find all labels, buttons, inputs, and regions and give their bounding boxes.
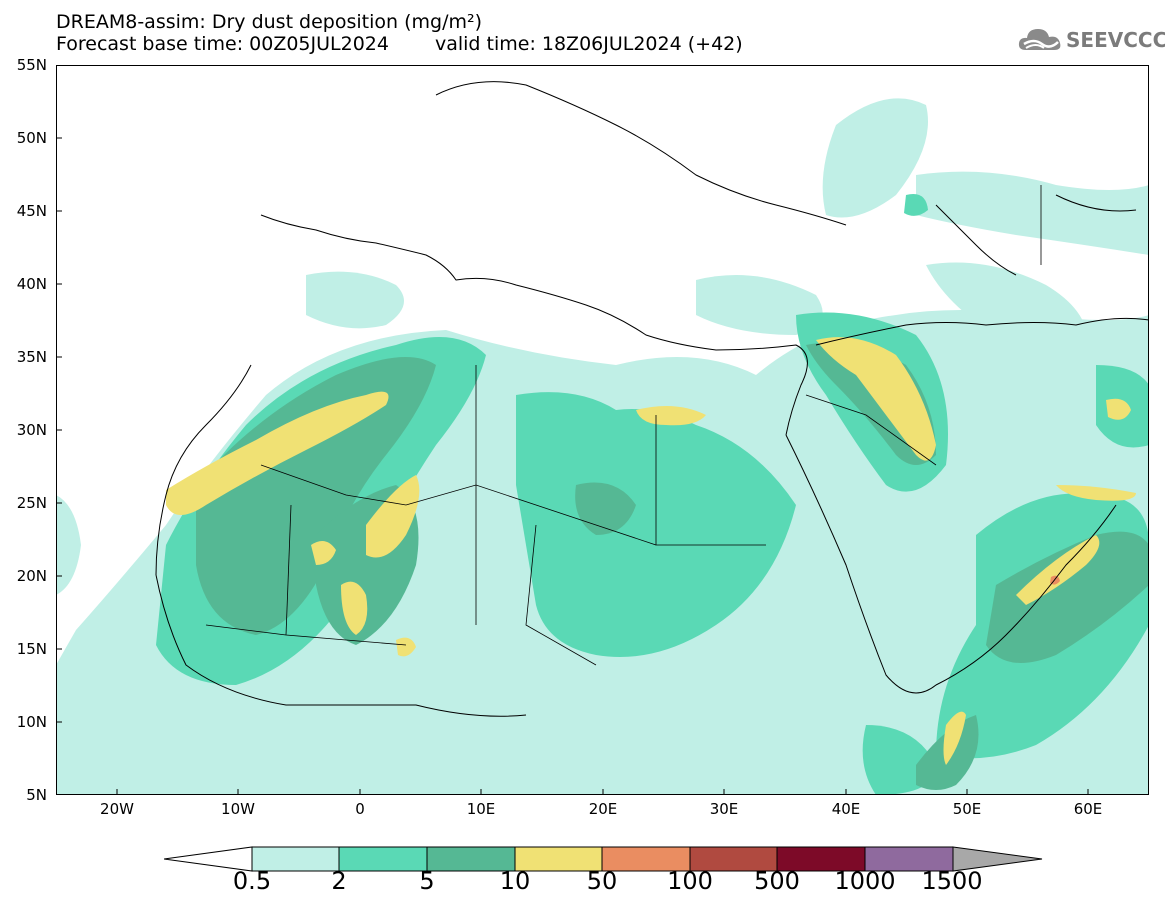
colorbar-label-5: 5 [419,867,435,895]
colorbar-segment-10 [514,846,603,872]
lat-label-10n: 10N [16,713,47,731]
colorbar-label-1500: 1500 [921,867,983,895]
lon-label-10e: 10E [466,800,496,818]
colorbar-segment-1000 [864,846,954,872]
colorbar-high-arrow [952,846,1043,872]
lon-label-50e: 50E [952,800,982,818]
country-borders [205,185,1042,666]
lat-label-50n: 50N [16,129,47,147]
axis-ticks [56,65,1089,795]
colorbar-label-1000: 1000 [834,867,896,895]
colorbar-label-50: 50 [586,867,618,895]
lat-label-5n: 5N [26,786,47,804]
time-line: Forecast base time: 00Z05JUL2024 valid ti… [56,33,743,55]
lon-label-20e: 20E [588,800,618,818]
map-canvas [56,65,1149,795]
lon-label-30e: 30E [709,800,739,818]
lon-label-0: 0 [355,800,365,818]
lat-label-30n: 30N [16,421,47,439]
seevccc-logo: SEEVCCC [1018,24,1165,58]
colorbar-segment-50 [601,846,691,872]
cloud-logo-icon [1018,29,1061,50]
colorbar-label-0-5: 0.5 [232,867,272,895]
colorbar [163,846,1044,876]
lat-label-25n: 25N [16,494,47,512]
coastlines [155,81,1149,717]
valid-time: valid time: 18Z06JUL2024 (+42) [434,33,743,55]
lat-label-20n: 20N [16,567,47,585]
colorbar-graphic [163,846,1043,872]
colorbar-label-10: 10 [499,867,531,895]
lat-label-45n: 45N [16,202,47,220]
colorbar-segment-500 [776,846,866,872]
lat-label-15n: 15N [16,640,47,658]
dust-map [56,65,1149,795]
lon-label-20w: 20W [100,800,134,818]
logo-text: SEEVCCC [1066,28,1165,52]
lon-label-10w: 10W [221,800,255,818]
lat-label-35n: 35N [16,348,47,366]
colorbar-label-500: 500 [754,867,800,895]
lat-label-40n: 40N [16,275,47,293]
lat-label-55n: 55N [16,56,47,74]
lon-label-40e: 40E [831,800,861,818]
map-title: DREAM8-assim: Dry dust deposition (mg/m²… [56,11,483,33]
base-time: Forecast base time: 00Z05JUL2024 [56,33,389,55]
colorbar-segment-2 [338,846,428,872]
lon-label-60e: 60E [1073,800,1103,818]
deposition-level-10 [166,337,1136,765]
deposition-level-5 [196,342,1149,790]
colorbar-label-100: 100 [667,867,713,895]
colorbar-segment-0-5 [251,846,340,872]
colorbar-label-2: 2 [331,867,347,895]
